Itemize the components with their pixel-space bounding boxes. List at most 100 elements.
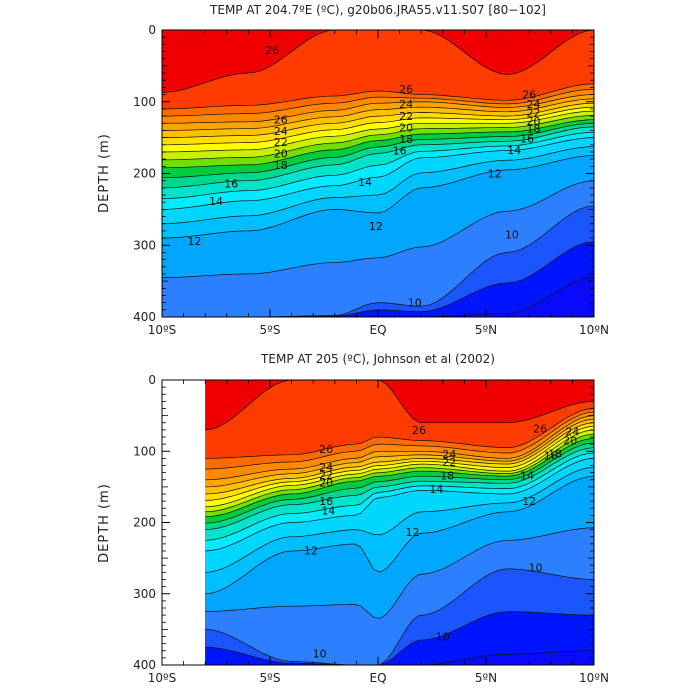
isotherm-14c — [205, 458, 594, 552]
isotherm-17c — [205, 442, 594, 524]
x-tick-label: 10ºN — [579, 671, 609, 685]
contour-label: 24 — [442, 448, 456, 461]
y-tick-label: 200 — [133, 516, 156, 530]
contour-label: 12 — [304, 544, 318, 557]
isotherm-25c — [162, 88, 594, 117]
contour-label: 14 — [520, 469, 534, 482]
x-tick-label: 5ºN — [475, 671, 497, 685]
contour-label: 20 — [563, 435, 577, 448]
contour-label: 26 — [399, 83, 413, 96]
contour-label: 26 — [522, 89, 536, 102]
contour-label: 10 — [313, 648, 327, 661]
isotherm-10c — [162, 205, 594, 317]
contour-label: 24 — [319, 461, 333, 474]
top-x-axis: 10ºS 5ºS EQ 5ºN 10ºN — [148, 30, 609, 337]
contour-label: 10 — [436, 631, 450, 644]
contour-label: 26 — [412, 424, 426, 437]
contour-label: 26 — [274, 114, 288, 127]
isotherm-16c — [205, 447, 594, 530]
y-tick-label: 300 — [133, 587, 156, 601]
contour-label: 20 — [274, 147, 288, 160]
contour-label: 14 — [321, 504, 335, 517]
contour-label: 22 — [442, 456, 456, 469]
bottom-chart-title: TEMP AT 205 (ºC), Johnson et al (2002) — [260, 352, 495, 366]
y-tick-label: 0 — [148, 23, 156, 37]
isotherm-18c — [205, 438, 594, 518]
contour-label: 24 — [565, 425, 579, 438]
top-panel: TEMP AT 204.7ºE (ºC), g20b06.JRA55.v11.S… — [97, 3, 609, 337]
contour-label: 18 — [399, 133, 413, 146]
contour-label: 16 — [520, 132, 534, 145]
isotherm-12c — [205, 475, 594, 595]
contour-label: 22 — [319, 469, 333, 482]
isotherm-24c — [205, 415, 594, 481]
contour-label: 22 — [527, 107, 541, 120]
y-tick-label: 200 — [133, 167, 156, 181]
bottom-y-axis: 0 100 200 300 400 — [133, 373, 594, 672]
contour-label: 22 — [274, 136, 288, 149]
isotherm-15c — [205, 452, 594, 541]
x-tick-label: 5ºS — [260, 323, 281, 337]
top-y-axis-label: DEPTH (m) — [97, 133, 112, 213]
isotherm-24c — [162, 94, 594, 124]
isotherm-12c — [162, 155, 594, 239]
x-tick-label: 5ºN — [475, 323, 497, 337]
contour-label: 22 — [399, 110, 413, 123]
contour-label: 26 — [265, 44, 279, 57]
isotherm-20c — [205, 429, 594, 508]
isotherm-21c — [205, 425, 594, 501]
x-tick-label: 10ºN — [579, 323, 609, 337]
top-chart-title: TEMP AT 204.7ºE (ºC), g20b06.JRA55.v11.S… — [209, 3, 546, 17]
contour-label: 24 — [399, 98, 413, 111]
contour-label: 24 — [527, 98, 541, 111]
contour-label: 18 — [548, 447, 562, 460]
contour-band-27c — [162, 30, 594, 93]
contour-label: 12 — [488, 168, 502, 181]
isotherm-15c — [162, 131, 594, 199]
contour-label: 12 — [187, 235, 201, 248]
contour-label: 16 — [224, 178, 238, 191]
top-y-axis: 0 100 200 300 400 — [133, 23, 594, 324]
isotherm-26c — [205, 408, 594, 459]
y-tick-label: 400 — [133, 658, 156, 672]
bottom-contour-labels: 2626262424242222202018181616141414121212… — [304, 422, 579, 660]
contour-label: 16 — [393, 145, 407, 158]
contour-label: 14 — [429, 483, 443, 496]
y-tick-label: 100 — [133, 95, 156, 109]
isotherm-26c — [162, 83, 594, 110]
x-tick-label: EQ — [369, 671, 386, 685]
x-tick-label: EQ — [369, 323, 386, 337]
y-tick-label: 400 — [133, 310, 156, 324]
contour-label: 26 — [533, 422, 547, 435]
contour-label: 12 — [406, 526, 420, 539]
bottom-x-axis: 10ºS 5ºS EQ 5ºN 10ºN — [148, 380, 609, 685]
contour-label: 24 — [274, 125, 288, 138]
isotherm-8c — [205, 650, 594, 665]
isotherm-14c — [162, 137, 594, 210]
contour-label: 16 — [319, 495, 333, 508]
contour-label: 14 — [358, 176, 372, 189]
isotherm-8c — [162, 277, 594, 317]
y-tick-label: 0 — [148, 373, 156, 387]
isotherm-25c — [205, 411, 594, 470]
isotherm-27c — [162, 30, 594, 93]
isotherm-19c — [205, 433, 594, 513]
contour-label: 10 — [408, 297, 422, 310]
y-tick-label: 300 — [133, 238, 156, 252]
isotherm-11c — [205, 527, 594, 619]
isotherm-13c — [205, 466, 594, 573]
isotherm-21c — [162, 106, 594, 146]
contour-label: 14 — [209, 195, 223, 208]
contour-label: 20 — [399, 122, 413, 135]
bottom-contour-fill — [205, 380, 594, 665]
isotherm-13c — [162, 146, 594, 225]
bottom-panel: TEMP AT 205 (ºC), Johnson et al (2002) 2… — [97, 352, 609, 685]
x-tick-label: 10ºS — [148, 671, 177, 685]
isotherm-22c — [205, 422, 594, 495]
contour-label: 18 — [274, 159, 288, 172]
contour-label: 12 — [369, 220, 383, 233]
contour-label: 12 — [522, 495, 536, 508]
isotherm-11c — [162, 180, 594, 278]
